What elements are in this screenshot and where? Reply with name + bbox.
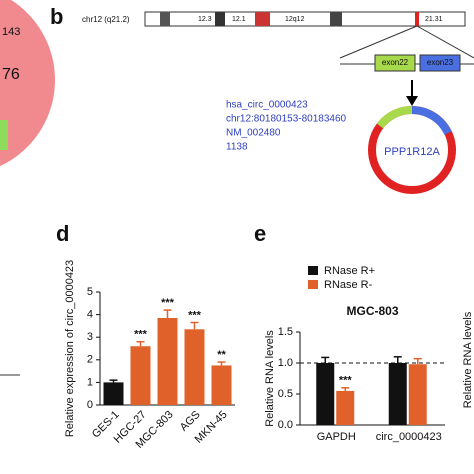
significance: *** [161, 297, 175, 309]
zoom-line [339, 25, 418, 59]
locus [415, 12, 419, 26]
info-text: 1138 [226, 142, 248, 153]
exon-label: exon23 [427, 58, 454, 67]
band [215, 12, 225, 26]
overlap-label: 76 [2, 66, 20, 83]
panel-label: b [50, 4, 63, 29]
arrow-head [406, 96, 418, 106]
bar [211, 365, 232, 405]
y-tick-label: 5 [87, 286, 93, 298]
y-axis-label: Relative RNA levels [264, 330, 276, 427]
bar [157, 317, 178, 405]
bar [336, 390, 355, 425]
y-tick-label: 2 [87, 354, 93, 366]
venn-edge [0, 120, 8, 150]
gene-label: PPP1R12A [384, 146, 440, 158]
y-tick-label: 0.0 [278, 419, 293, 431]
axis-fragment-label: Relative RNA levels [462, 311, 474, 408]
chart-title: MGC-803 [346, 304, 398, 318]
info-text: chr12:80180153-80183460 [226, 114, 347, 125]
significance: *** [134, 329, 148, 341]
y-tick-label: 0.5 [278, 388, 293, 400]
y-tick-label: 1.0 [278, 357, 293, 369]
exon [374, 54, 416, 72]
band-label: 12.1 [232, 16, 246, 23]
bar [130, 346, 151, 405]
chromosome-label: chr12 (q21.2) [82, 15, 130, 24]
bar [316, 363, 335, 425]
y-tick-label: 3 [87, 331, 93, 343]
significance: ** [217, 349, 226, 361]
legend-swatch [308, 280, 318, 289]
legend-swatch [308, 266, 318, 275]
significance: *** [339, 375, 353, 387]
info-text: hsa_circ_0000423 [226, 100, 308, 111]
count-label: 143 [2, 26, 20, 38]
bar [408, 364, 427, 425]
exon-label: exon22 [382, 58, 409, 67]
exon [419, 54, 461, 72]
bar [388, 363, 407, 425]
zoom-line [416, 25, 474, 59]
band [330, 12, 342, 26]
venn-circle [0, 0, 55, 167]
x-tick-label: GAPDH [317, 431, 356, 443]
y-axis-label: Relative expression of circ_0000423 [64, 260, 76, 437]
y-tick-label: 1 [87, 376, 93, 388]
band [160, 12, 170, 26]
bar [184, 329, 205, 405]
centromere [255, 12, 270, 26]
panel-label: e [254, 221, 266, 246]
circrna-exon [376, 106, 413, 129]
band-label: 12q12 [285, 16, 305, 23]
y-tick-label: 0 [87, 399, 93, 411]
x-tick-label: circ_0000423 [376, 431, 442, 443]
panel-label: d [56, 221, 69, 246]
legend-label: RNase R- [324, 279, 373, 291]
band-label: 21.31 [425, 16, 443, 23]
info-text: NM_002480 [226, 128, 281, 139]
legend-label: RNase R+ [324, 265, 375, 277]
significance: *** [188, 309, 202, 321]
circrna-exon [411, 106, 452, 135]
band-label: 12.3 [198, 16, 212, 23]
y-tick-label: 1.5 [278, 326, 293, 338]
y-tick-label: 4 [87, 309, 93, 321]
bar [103, 382, 124, 405]
